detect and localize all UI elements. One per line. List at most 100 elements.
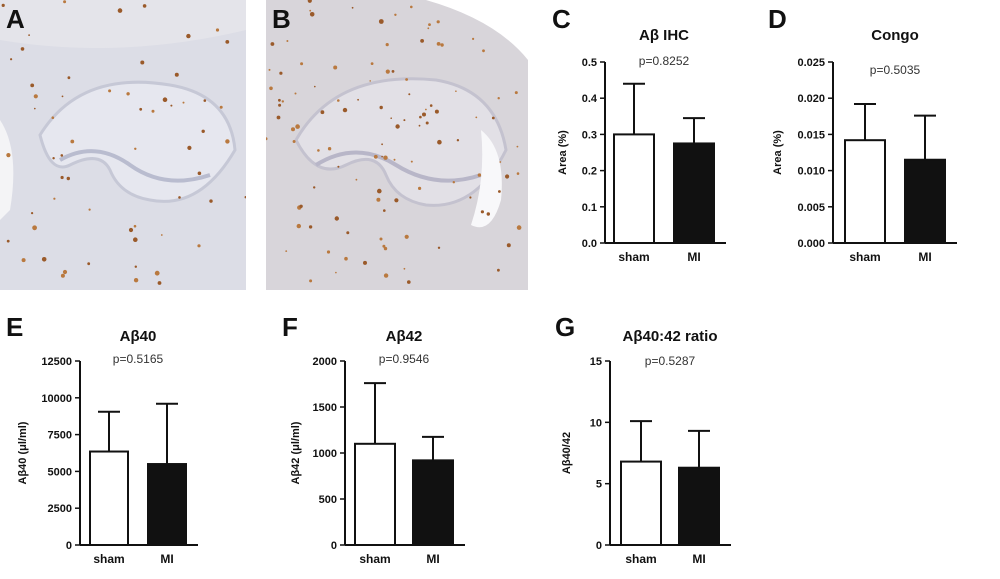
plaque-dot — [429, 104, 433, 107]
plaque-dot — [295, 124, 300, 129]
plaque-dot — [498, 190, 501, 193]
plaque-dot — [333, 65, 338, 70]
plaque-dot — [337, 165, 340, 168]
plaque-dot — [52, 157, 55, 160]
plaque-dot — [320, 110, 325, 115]
plaque-dot — [203, 99, 207, 102]
plaque-dot — [428, 23, 431, 26]
plaque-dot — [60, 273, 65, 278]
plaque-dot — [377, 188, 382, 194]
p-value-annotation: p=0.5287 — [645, 354, 696, 368]
plaque-dot — [281, 100, 284, 103]
p-value-annotation: p=0.9546 — [379, 352, 430, 366]
y-tick-label: 1000 — [313, 448, 337, 460]
plaque-dot — [126, 92, 130, 96]
plaque-dot — [452, 181, 455, 184]
plaque-dot — [418, 124, 421, 127]
plaque-dot — [410, 160, 413, 163]
plaque-dot — [30, 83, 35, 88]
plaque-dot — [60, 154, 64, 157]
x-tick-label: sham — [93, 552, 124, 566]
bar-sham — [89, 450, 129, 546]
y-tick-label: 0 — [66, 540, 72, 552]
plaque-dot — [516, 145, 519, 148]
plaque-dot — [67, 76, 71, 80]
plaque-dot — [379, 237, 383, 241]
plaque-dot — [379, 105, 383, 110]
plaque-dot — [30, 212, 34, 215]
plaque-dot — [381, 155, 383, 158]
plaque-dot — [296, 223, 301, 229]
p-value-annotation: p=0.5035 — [870, 63, 921, 77]
plaque-dot — [108, 89, 112, 93]
plaque-dot — [355, 178, 358, 181]
y-tick-label: 0.025 — [797, 57, 825, 69]
plaque-dot — [378, 19, 384, 24]
plaque-dot — [436, 42, 441, 46]
plaque-dot — [391, 70, 395, 73]
plaque-dot — [215, 28, 220, 32]
plaque-dot — [475, 116, 478, 119]
plaque-dot — [346, 231, 350, 235]
plaque-dot — [133, 224, 137, 228]
plaque-dot — [342, 107, 348, 113]
plaque-dot — [61, 95, 64, 98]
plaque-dot — [408, 93, 411, 96]
plaque-dot — [436, 20, 440, 24]
plaque-dot — [505, 174, 510, 179]
y-tick-label: 10000 — [41, 393, 72, 405]
plaque-dot — [209, 199, 213, 203]
plaque-dot — [385, 69, 390, 74]
x-tick-label: MI — [692, 552, 705, 566]
plaque-dot — [33, 94, 38, 99]
plaque-dot — [142, 4, 147, 8]
bar-mi — [412, 459, 454, 546]
plaque-dot — [381, 143, 383, 146]
plaque-dot — [369, 80, 371, 82]
plaque-dot — [134, 265, 137, 268]
plaque-dot — [128, 227, 134, 233]
bar-mi — [673, 142, 715, 244]
panel-label-b: B — [272, 4, 291, 34]
plaque-dot — [307, 0, 312, 3]
plaque-dot — [506, 243, 511, 248]
plaque-dot — [497, 268, 500, 272]
micrograph-sham — [0, 0, 246, 290]
plaque-dot — [404, 234, 409, 239]
micrograph-a-drawing — [0, 0, 246, 290]
plaque-dot — [469, 196, 472, 199]
x-tick-label: MI — [426, 552, 439, 566]
panel-label-g: G — [555, 312, 576, 342]
plaque-dot — [516, 172, 520, 175]
plaque-dot — [477, 173, 482, 177]
plaque-dot — [133, 278, 139, 283]
y-tick-label: 2000 — [313, 356, 337, 368]
plaque-dot — [393, 158, 396, 161]
plaque-dot — [394, 13, 397, 16]
plaque-dot — [376, 197, 381, 202]
x-tick-label: sham — [359, 552, 390, 566]
panel-label-e: E — [6, 312, 24, 342]
plaque-dot — [383, 155, 388, 160]
x-tick-label: MI — [687, 250, 700, 264]
y-axis-label: Aβ40 (μl/ml) — [17, 421, 29, 484]
plaque-dot — [270, 42, 275, 46]
plaque-dot — [309, 12, 315, 17]
plaque-dot — [427, 27, 430, 30]
plaque-dot — [370, 62, 374, 65]
plaque-dot — [279, 71, 283, 75]
plaque-dot — [395, 124, 400, 129]
y-axis-label: Area (%) — [557, 130, 569, 175]
plaque-dot — [403, 267, 406, 270]
plaque-dot — [334, 216, 339, 221]
plaque-dot — [10, 58, 13, 61]
plaque-dot — [178, 196, 181, 199]
plaque-dot — [20, 47, 25, 51]
plaque-dot — [154, 270, 160, 276]
plaque-dot — [197, 171, 202, 176]
plaque-dot — [269, 86, 273, 91]
y-tick-label: 0 — [596, 540, 602, 552]
y-axis-label: Aβ42 (μl/ml) — [290, 421, 302, 484]
plaque-dot — [6, 239, 10, 243]
plaque-dot — [425, 108, 427, 111]
